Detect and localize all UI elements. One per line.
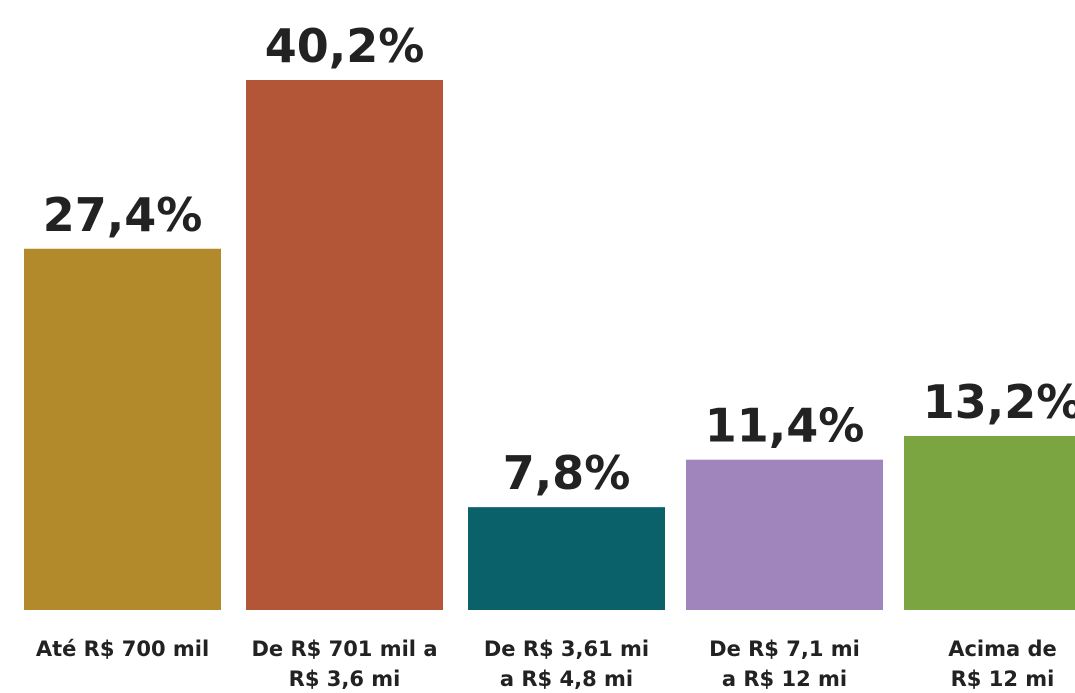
value-label-2: 40,2% [265,19,425,73]
category-label-line: De R$ 7,1 mi [709,637,860,661]
value-label-1: 27,4% [43,188,203,242]
bars-group [24,80,1075,610]
category-label-line: R$ 3,6 mi [289,667,401,691]
value-label-5: 13,2% [923,375,1075,429]
category-label-line: Acima de [948,637,1057,661]
category-label-3: De R$ 3,61 mi a R$ 4,8 mi [484,637,649,691]
category-label-2: De R$ 701 mil a R$ 3,6 mi [252,637,438,691]
category-label-line: a R$ 12 mi [722,667,847,691]
category-label-line: R$ 12 mi [951,667,1055,691]
bar-5 [904,435,1075,610]
category-label-line: De R$ 701 mil a [252,637,438,661]
category-label-5: Acima de R$ 12 mi [948,637,1057,691]
value-label-3: 7,8% [503,446,631,500]
value-label-4: 11,4% [705,399,865,453]
category-label-4: De R$ 7,1 mi a R$ 12 mi [709,637,860,691]
bar-1 [24,248,221,610]
category-label-line: De R$ 3,61 mi [484,637,649,661]
category-label-line: Até R$ 700 mil [36,637,209,661]
bar-2 [246,80,443,610]
category-labels-group: Até R$ 700 mil De R$ 701 mil a R$ 3,6 miDe… [36,637,1057,691]
value-labels-group: 27,4% 40,2% 7,8% 11,4% 13,2% [43,19,1075,500]
category-label-line: a R$ 4,8 mi [500,667,633,691]
bar-3 [468,507,665,610]
bar-4 [686,459,883,610]
category-label-1: Até R$ 700 mil [36,637,209,661]
